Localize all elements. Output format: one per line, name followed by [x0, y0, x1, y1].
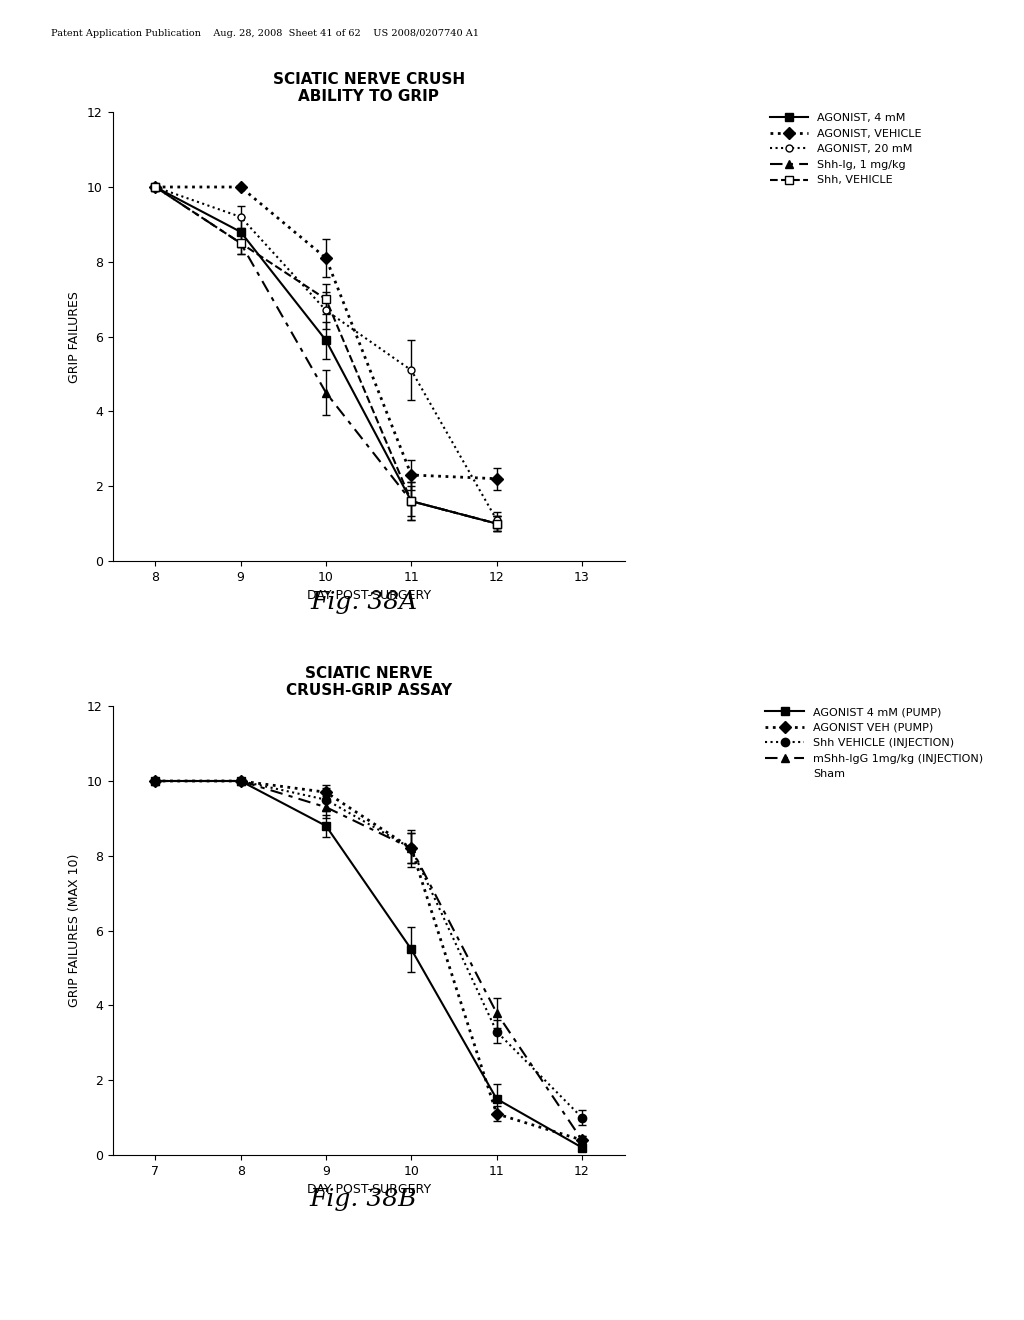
X-axis label: DAY POST-SURGERY: DAY POST-SURGERY: [306, 1183, 431, 1196]
Text: Patent Application Publication    Aug. 28, 2008  Sheet 41 of 62    US 2008/02077: Patent Application Publication Aug. 28, …: [51, 29, 479, 38]
Y-axis label: GRIP FAILURES (MAX 10): GRIP FAILURES (MAX 10): [69, 854, 82, 1007]
Text: Fig. 38A: Fig. 38A: [310, 591, 417, 614]
Text: Fig. 38B: Fig. 38B: [310, 1188, 417, 1210]
Legend: AGONIST 4 mM (PUMP), AGONIST VEH (PUMP), Shh VEHICLE (INJECTION), mShh-IgG 1mg/k: AGONIST 4 mM (PUMP), AGONIST VEH (PUMP),…: [761, 702, 988, 784]
Title: SCIATIC NERVE CRUSH
ABILITY TO GRIP: SCIATIC NERVE CRUSH ABILITY TO GRIP: [272, 71, 465, 104]
Legend: AGONIST, 4 mM, AGONIST, VEHICLE, AGONIST, 20 mM, Shh-Ig, 1 mg/kg, Shh, VEHICLE: AGONIST, 4 mM, AGONIST, VEHICLE, AGONIST…: [765, 108, 927, 190]
Title: SCIATIC NERVE
CRUSH-GRIP ASSAY: SCIATIC NERVE CRUSH-GRIP ASSAY: [286, 665, 452, 698]
X-axis label: DAY POST-SURGERY: DAY POST-SURGERY: [306, 589, 431, 602]
Y-axis label: GRIP FAILURES: GRIP FAILURES: [69, 290, 82, 383]
